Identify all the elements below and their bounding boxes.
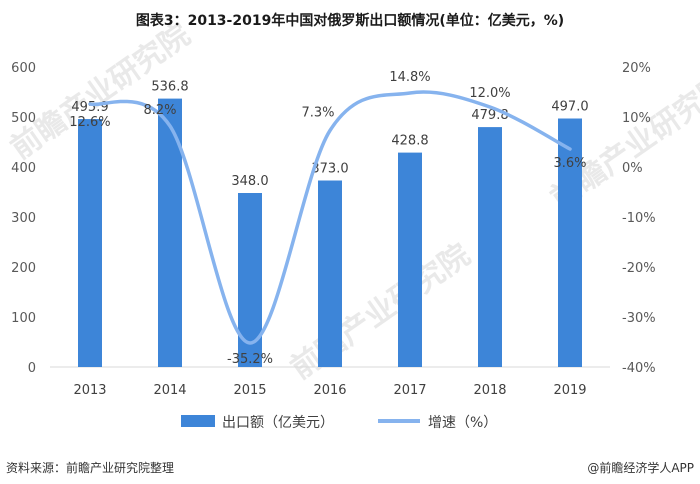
y-axis-left: 0 100 200 300 400 500 600 xyxy=(11,61,36,376)
legend-label-line: 增速（%） xyxy=(428,415,497,431)
y-left-tick: 200 xyxy=(11,261,36,276)
x-tick-2018: 2018 xyxy=(473,383,506,398)
y-left-tick: 600 xyxy=(11,61,36,76)
x-tick-2016: 2016 xyxy=(313,383,346,398)
x-tick-2015: 2015 xyxy=(233,383,266,398)
watermark-1: 前瞻产业研究院 xyxy=(285,237,477,386)
bar-2019 xyxy=(558,118,582,367)
bar-2016 xyxy=(318,180,342,367)
y-left-tick: 100 xyxy=(11,311,36,326)
legend-swatch-bar xyxy=(181,415,215,427)
line-label-2016: 7.3% xyxy=(301,106,334,121)
line-label-2018: 12.0% xyxy=(469,86,510,101)
bar-label-2015: 348.0 xyxy=(231,174,268,189)
bar-2018 xyxy=(478,127,502,367)
x-tick-2019: 2019 xyxy=(553,383,586,398)
bar-label-2018: 479.8 xyxy=(471,108,508,123)
bar-2017 xyxy=(398,152,422,367)
bar-label-2017: 428.8 xyxy=(391,134,428,149)
x-axis: 2013 2014 2015 2016 2017 2018 2019 xyxy=(73,383,586,398)
legend: 出口额（亿美元） 增速（%） xyxy=(181,415,497,431)
line-label-2014: 8.2% xyxy=(143,103,176,118)
y-left-tick: 500 xyxy=(11,111,36,126)
y-right-tick: -30% xyxy=(622,311,656,326)
bar-2013 xyxy=(78,119,102,367)
line-label-2019: 3.6% xyxy=(553,156,586,171)
y-right-tick: -20% xyxy=(622,261,656,276)
credit-note: @前瞻经济学人APP xyxy=(587,461,694,475)
x-tick-2017: 2017 xyxy=(393,383,426,398)
bar-2015 xyxy=(238,193,262,367)
y-left-tick: 400 xyxy=(11,161,36,176)
y-right-tick: 10% xyxy=(622,111,651,126)
line-data-labels: 12.6% 8.2% -35.2% 7.3% 14.8% 12.0% 3.6% xyxy=(69,70,586,367)
line-label-2013: 12.6% xyxy=(69,115,110,130)
growth-line-series xyxy=(88,90,572,345)
x-tick-2013: 2013 xyxy=(73,383,106,398)
bar-label-2016: 373.0 xyxy=(311,162,348,177)
y-right-tick: -10% xyxy=(622,211,656,226)
y-left-tick: 300 xyxy=(11,211,36,226)
line-label-2017: 14.8% xyxy=(389,70,430,85)
bar-label-2019: 497.0 xyxy=(551,100,588,115)
chart-title: 图表3：2013-2019年中国对俄罗斯出口额情况(单位：亿美元，%) xyxy=(135,13,565,29)
bar-series xyxy=(78,98,582,367)
bar-label-2014: 536.8 xyxy=(151,80,188,95)
source-note: 资料来源：前瞻产业研究院整理 xyxy=(6,461,175,475)
x-tick-2014: 2014 xyxy=(153,383,186,398)
y-right-tick: 0% xyxy=(622,161,643,176)
y-axis-right: -40% -30% -20% -10% 0% 10% 20% xyxy=(622,61,656,376)
legend-label-bar: 出口额（亿美元） xyxy=(222,415,334,431)
line-label-2015: -35.2% xyxy=(227,352,273,367)
y-left-tick: 0 xyxy=(28,361,36,376)
y-right-tick: -40% xyxy=(622,361,656,376)
y-right-tick: 20% xyxy=(622,61,651,76)
